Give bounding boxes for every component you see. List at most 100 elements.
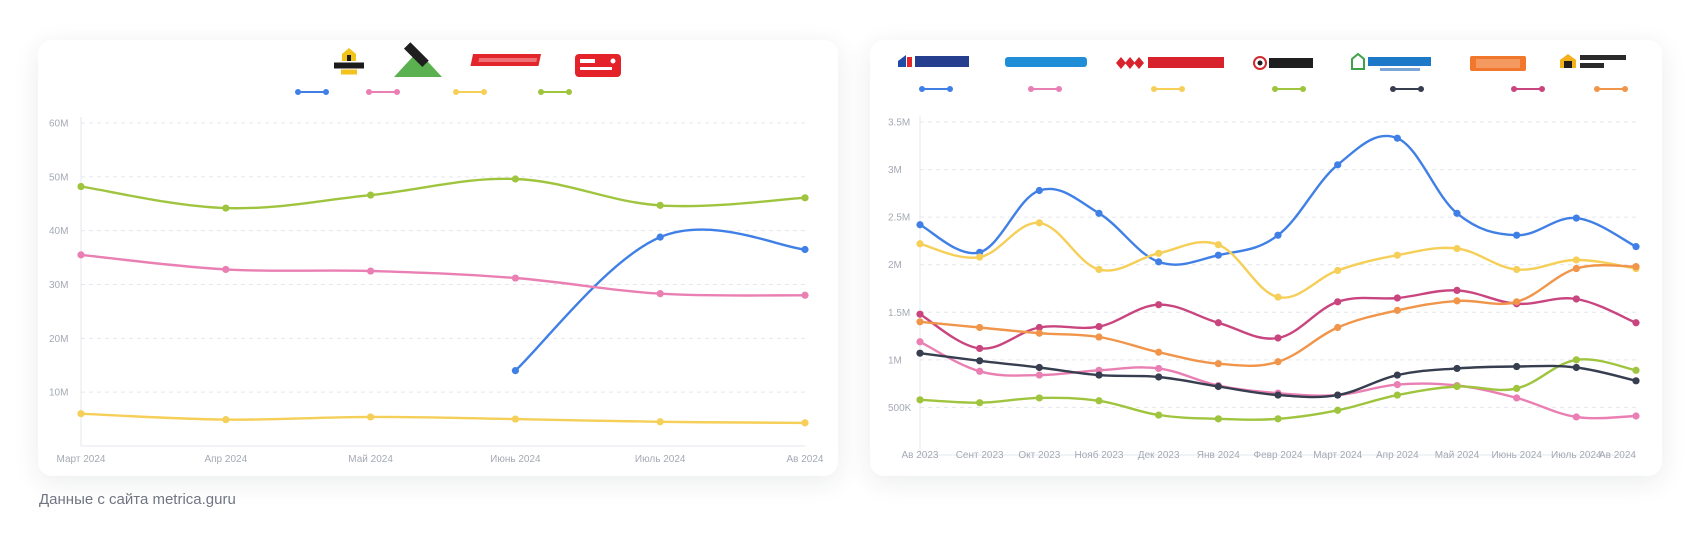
data-point[interactable]	[801, 291, 809, 299]
data-point[interactable]	[1453, 209, 1461, 217]
data-point[interactable]	[1274, 231, 1282, 239]
data-point[interactable]	[222, 416, 230, 424]
data-point[interactable]	[1274, 293, 1282, 301]
data-point[interactable]	[1572, 295, 1580, 303]
data-point[interactable]	[1632, 319, 1640, 327]
data-point[interactable]	[1035, 371, 1043, 379]
data-point[interactable]	[1274, 358, 1282, 366]
data-point[interactable]	[1393, 380, 1401, 389]
data-point[interactable]	[1572, 214, 1580, 222]
data-point[interactable]	[976, 399, 984, 407]
data-point[interactable]	[1214, 360, 1222, 368]
data-point[interactable]	[77, 410, 85, 418]
data-point[interactable]	[1095, 322, 1103, 331]
data-point[interactable]	[1214, 241, 1222, 249]
data-point[interactable]	[511, 175, 519, 183]
data-point[interactable]	[1513, 362, 1521, 371]
data-point[interactable]	[976, 323, 984, 332]
legend-swatch-2[interactable]	[1028, 86, 1062, 92]
data-point[interactable]	[1572, 356, 1580, 364]
data-point[interactable]	[511, 367, 519, 375]
data-point[interactable]	[1334, 161, 1342, 169]
data-point[interactable]	[1035, 329, 1043, 337]
data-point[interactable]	[1095, 333, 1103, 341]
data-point[interactable]	[1214, 415, 1222, 423]
data-point[interactable]	[1453, 297, 1461, 305]
data-point[interactable]	[916, 349, 924, 357]
data-point[interactable]	[1214, 382, 1222, 391]
data-point[interactable]	[916, 318, 924, 326]
data-point[interactable]	[1513, 394, 1521, 402]
data-point[interactable]	[1393, 371, 1401, 379]
data-point[interactable]	[1632, 412, 1640, 420]
data-point[interactable]	[1035, 219, 1043, 227]
data-point[interactable]	[1095, 209, 1103, 217]
data-point[interactable]	[1632, 377, 1640, 385]
legend-swatch-1[interactable]	[919, 86, 953, 92]
legend-swatch-6[interactable]	[1511, 86, 1545, 92]
data-point[interactable]	[916, 310, 924, 318]
data-point[interactable]	[1155, 411, 1163, 419]
data-point[interactable]	[511, 274, 519, 282]
data-point[interactable]	[1334, 323, 1342, 332]
data-point[interactable]	[916, 221, 924, 229]
data-point[interactable]	[1453, 382, 1461, 391]
data-point[interactable]	[1095, 371, 1103, 379]
data-point[interactable]	[1274, 415, 1282, 423]
data-point[interactable]	[1393, 306, 1401, 314]
data-point[interactable]	[1334, 298, 1342, 306]
legend-swatch-4[interactable]	[538, 89, 572, 95]
data-point[interactable]	[1035, 186, 1043, 195]
data-point[interactable]	[1632, 243, 1640, 251]
data-point[interactable]	[1513, 298, 1521, 306]
data-point[interactable]	[1572, 256, 1580, 264]
chart-legend[interactable]	[898, 52, 1628, 92]
data-point[interactable]	[1155, 249, 1163, 257]
data-point[interactable]	[1155, 348, 1163, 356]
data-point[interactable]	[976, 344, 984, 353]
data-point[interactable]	[1155, 364, 1163, 373]
legend-swatch-7[interactable]	[1594, 86, 1628, 92]
data-point[interactable]	[1572, 413, 1580, 421]
data-point[interactable]	[656, 201, 664, 209]
data-point[interactable]	[801, 419, 809, 427]
legend-swatch-5[interactable]	[1390, 86, 1424, 92]
data-point[interactable]	[1453, 364, 1461, 373]
data-point[interactable]	[801, 194, 809, 202]
data-point[interactable]	[1572, 363, 1580, 372]
data-point[interactable]	[77, 251, 85, 259]
legend-swatch-4[interactable]	[1272, 86, 1306, 92]
legend-swatch-3[interactable]	[1151, 86, 1185, 92]
data-point[interactable]	[1035, 394, 1043, 402]
data-point[interactable]	[916, 240, 924, 248]
data-point[interactable]	[1274, 334, 1282, 342]
data-point[interactable]	[1393, 134, 1401, 142]
chart-legend[interactable]	[295, 42, 621, 95]
data-point[interactable]	[916, 396, 924, 404]
data-point[interactable]	[801, 245, 809, 254]
data-point[interactable]	[77, 182, 85, 191]
data-point[interactable]	[367, 267, 375, 275]
data-point[interactable]	[1453, 244, 1461, 253]
data-point[interactable]	[1334, 406, 1342, 414]
data-point[interactable]	[976, 357, 984, 365]
data-point[interactable]	[916, 338, 924, 346]
data-point[interactable]	[1393, 391, 1401, 399]
data-point[interactable]	[656, 233, 664, 241]
data-point[interactable]	[1095, 265, 1103, 274]
data-point[interactable]	[1632, 366, 1640, 374]
data-point[interactable]	[511, 415, 519, 423]
data-point[interactable]	[1035, 323, 1043, 332]
data-point[interactable]	[1513, 265, 1521, 274]
data-point[interactable]	[976, 367, 984, 375]
data-point[interactable]	[1155, 258, 1163, 266]
data-point[interactable]	[1095, 397, 1103, 405]
data-point[interactable]	[656, 290, 664, 298]
data-point[interactable]	[1572, 264, 1580, 273]
data-point[interactable]	[367, 413, 375, 421]
data-point[interactable]	[1513, 231, 1521, 239]
data-point[interactable]	[1334, 266, 1342, 275]
legend-swatch-2[interactable]	[366, 89, 400, 95]
data-point[interactable]	[1393, 251, 1401, 259]
data-point[interactable]	[1214, 251, 1222, 259]
